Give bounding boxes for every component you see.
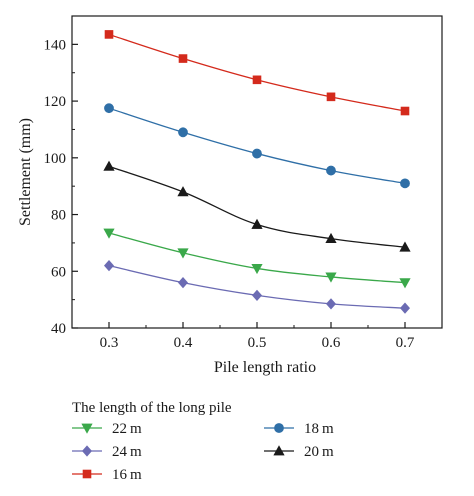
series-4: [103, 259, 411, 314]
data-point: [103, 228, 115, 239]
data-point: [251, 289, 263, 302]
legend-marker: [81, 423, 93, 434]
legend-item: 24 m: [72, 444, 142, 460]
data-point: [399, 302, 411, 314]
series-line: [108, 165, 406, 248]
legend-marker: [273, 445, 285, 456]
legend: 22 m 18 m 24 m 20 m 16 m: [72, 421, 334, 483]
legend-label: 18 m: [304, 421, 334, 437]
data-point: [325, 298, 337, 310]
y-axis-ticks: 40 60 80 100 120 140: [44, 37, 78, 337]
legend-marker: [82, 469, 92, 479]
data-point: [251, 264, 263, 275]
data-point: [103, 259, 115, 272]
y-tick-label: 120: [44, 94, 67, 110]
x-tick-label: 0.5: [248, 335, 267, 351]
y-tick-label: 80: [51, 208, 66, 224]
data-point: [400, 178, 410, 189]
legend-item: 16 m: [72, 467, 142, 483]
x-tick-label: 0.6: [322, 335, 341, 351]
x-axis-ticks: 0.3 0.4 0.5 0.6 0.7: [100, 322, 415, 351]
y-tick-label: 100: [44, 151, 67, 167]
data-point: [326, 165, 336, 176]
x-tick-label: 0.7: [396, 335, 415, 351]
series-2: [103, 160, 411, 252]
legend-label: 24 m: [112, 444, 142, 460]
data-point: [252, 75, 262, 85]
data-point: [177, 248, 189, 259]
x-axis-title: Pile length ratio: [214, 359, 316, 376]
data-point: [178, 127, 188, 138]
series-layer: [103, 30, 411, 314]
series-0: [104, 30, 410, 116]
series-line: [108, 33, 406, 112]
series-1: [104, 103, 410, 189]
y-tick-label: 60: [51, 264, 66, 280]
legend-item: 20 m: [264, 444, 334, 460]
data-point: [103, 160, 115, 171]
data-point: [326, 92, 336, 102]
legend-title: The length of the long pile: [72, 400, 232, 416]
legend-label: 20 m: [304, 444, 334, 460]
data-point: [399, 241, 411, 252]
legend-item: 22 m: [72, 421, 142, 437]
legend-marker: [274, 423, 284, 433]
y-tick-label: 40: [51, 321, 66, 337]
series-line: [108, 232, 406, 284]
legend-label: 16 m: [112, 467, 142, 483]
y-axis-title: Settlement (mm): [17, 118, 34, 226]
data-point: [399, 278, 411, 289]
y-tick-label: 140: [44, 37, 67, 53]
x-tick-label: 0.3: [100, 335, 119, 351]
data-point: [177, 276, 189, 289]
legend-marker: [81, 445, 93, 457]
data-point: [104, 30, 114, 39]
data-point: [178, 54, 188, 63]
x-tick-label: 0.4: [174, 335, 193, 351]
data-point: [251, 218, 263, 229]
data-point: [325, 272, 337, 283]
legend-item: 18 m: [264, 421, 334, 437]
series-3: [103, 228, 411, 289]
series-line: [108, 107, 406, 184]
data-point: [400, 106, 410, 116]
legend-label: 22 m: [112, 421, 142, 437]
data-point: [325, 232, 337, 244]
data-point: [104, 103, 114, 114]
data-point: [252, 148, 262, 159]
data-point: [177, 186, 189, 197]
